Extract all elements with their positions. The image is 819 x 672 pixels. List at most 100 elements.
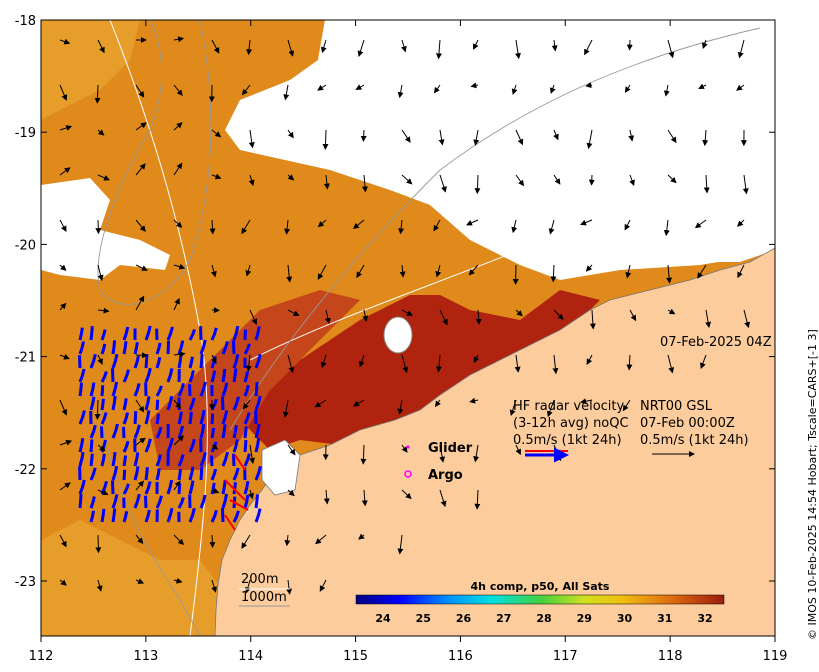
colorbar (355, 594, 725, 605)
model-arrow (547, 399, 555, 418)
hf-vector (254, 437, 261, 453)
model-arrow (173, 480, 181, 491)
hf-vector (122, 469, 127, 481)
hf-vector (232, 354, 240, 369)
hf-vector (254, 353, 262, 369)
hf-vector (78, 451, 85, 467)
hf-vector (254, 381, 259, 397)
model-arrow (434, 399, 441, 408)
model-arrow (703, 174, 710, 194)
model-arrow (241, 534, 251, 549)
hf-vector (78, 410, 86, 425)
model-arrow (585, 82, 593, 89)
model-arrow (245, 579, 251, 594)
model-arrow (515, 444, 521, 456)
model-arrow (470, 82, 479, 89)
hf-vector (188, 356, 194, 369)
isobath-1000m (97, 20, 761, 636)
model-arrow (702, 129, 709, 147)
hf-vector (122, 483, 130, 495)
x-tick-label: 119 (763, 649, 788, 664)
hf-vector (89, 510, 95, 523)
model-arrow (286, 579, 293, 595)
model-arrow (737, 219, 745, 227)
hf-vector (243, 412, 251, 425)
hf-vector (144, 481, 152, 495)
colorbar-tick-label: 24 (375, 612, 391, 625)
nrt-legend-line3: 0.5m/s (1kt 24h) (640, 433, 749, 448)
hf-vector (133, 342, 139, 355)
hf-vector (89, 396, 96, 411)
model-arrow (586, 354, 593, 365)
timestamp-label: 07-Feb-2025 04Z (660, 335, 772, 350)
hf-vector (188, 329, 196, 341)
model-arrow (589, 309, 596, 330)
model-arrow (97, 444, 106, 452)
model-arrow (468, 264, 479, 276)
hf-vector (133, 466, 140, 481)
colorbar-title: 4h comp, p50, All Sats (471, 580, 610, 593)
model-arrow (248, 174, 255, 187)
model-arrow (401, 354, 409, 374)
hf-vector (232, 482, 237, 495)
hf-vector (133, 355, 140, 369)
nrt-legend-line1: NRT00 GSL (640, 399, 713, 414)
colorbar-ticks: 24 25 26 27 28 29 30 31 32 (375, 612, 712, 625)
model-arrow (94, 399, 101, 420)
x-tick-label: 114 (238, 649, 263, 664)
hf-vector (232, 325, 240, 341)
model-arrow (173, 84, 183, 96)
model-arrow (553, 174, 561, 185)
model-arrow (135, 84, 145, 98)
hf-vector (232, 467, 240, 481)
model-arrow (135, 437, 146, 446)
y-tick-label: -20 (15, 238, 36, 253)
hf-vector (122, 412, 130, 425)
model-arrow (211, 443, 219, 450)
hf-vector (111, 381, 119, 397)
x-tick-label: 113 (133, 649, 158, 664)
model-arrow (357, 39, 365, 57)
hf-vector (89, 496, 96, 509)
model-arrow (433, 84, 441, 94)
hf-vector (188, 466, 195, 481)
model-arrow (59, 84, 68, 101)
model-arrow (287, 39, 295, 57)
x-tick-label: 116 (448, 649, 473, 664)
model-arrow (173, 534, 185, 545)
hf-vector (166, 395, 174, 411)
model-arrow (320, 39, 327, 54)
hf-vector (254, 465, 262, 481)
model-arrow (580, 219, 593, 226)
hf-vector (210, 509, 218, 523)
hf-vector (232, 368, 238, 383)
colorbar-tick-label: 29 (577, 612, 592, 625)
model-arrow (173, 297, 180, 311)
model-arrow (287, 489, 295, 497)
model-arrow (663, 219, 670, 237)
model-arrow (667, 129, 677, 144)
hf-vector (199, 353, 204, 369)
model-arrow (401, 174, 413, 185)
model-arrow (211, 487, 220, 494)
hf-vector (254, 423, 261, 439)
model-arrow (553, 309, 564, 321)
model-arrow (246, 39, 253, 56)
model-arrow (511, 84, 518, 95)
hf-vector (100, 412, 108, 425)
model-arrow (135, 163, 146, 176)
hf-vector (122, 440, 130, 453)
model-arrow (466, 219, 479, 226)
model-arrow (97, 354, 103, 365)
model-arrow (211, 354, 217, 364)
hf-vector (144, 325, 152, 341)
model-arrow (59, 302, 67, 311)
model-arrow (59, 534, 67, 548)
model-arrow (96, 579, 103, 592)
model-arrow (287, 444, 296, 456)
model-arrow (245, 264, 252, 277)
model-arrow (242, 399, 251, 410)
model-arrow (625, 264, 632, 279)
model-arrow (361, 489, 368, 507)
